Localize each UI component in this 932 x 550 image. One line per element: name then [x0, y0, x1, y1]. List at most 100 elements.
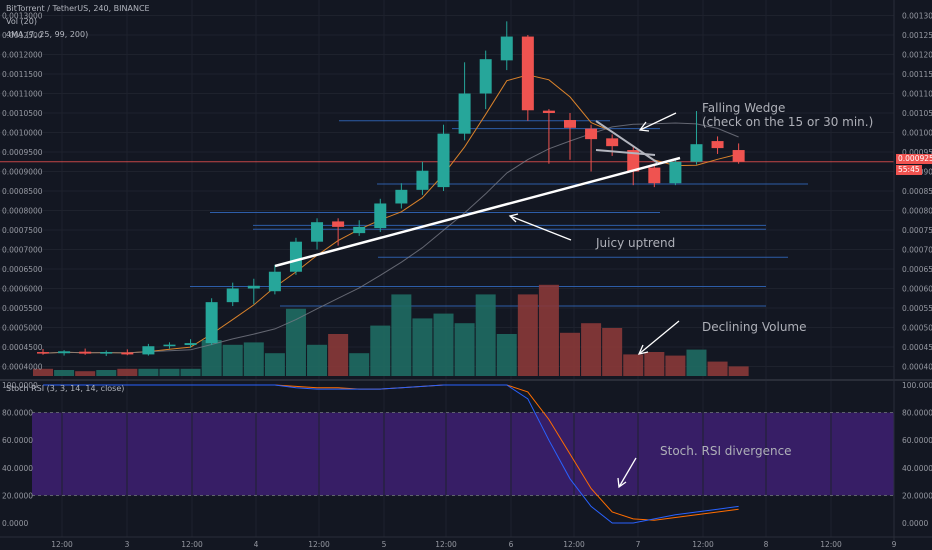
ma-legend[interactable]: 4MA (7, 25, 99, 200): [6, 30, 89, 39]
price-axis-label-left: 0.0005500: [2, 304, 43, 313]
price-axis-label-left: 0.0004500: [2, 343, 43, 352]
price-axis-label: 0.0005500: [902, 304, 932, 313]
volume-bar: [159, 368, 180, 376]
wedge-lower-line: [595, 149, 656, 156]
uptrend-line: [274, 156, 681, 268]
candle-body: [79, 351, 92, 354]
candle-body: [711, 141, 724, 149]
stoch-axis-label-left: 20.0000: [2, 491, 33, 500]
candle-body: [268, 271, 281, 292]
price-axis-label-left: 0.0009000: [2, 168, 43, 177]
stoch-axis-label-left: 0.0000: [2, 519, 28, 528]
time-axis-label: 12:00: [51, 540, 73, 549]
price-axis-label-left: 0.0011500: [2, 70, 43, 79]
volume-bar: [264, 353, 285, 376]
price-axis-label-left: 0.0012000: [2, 51, 43, 60]
volume-bar: [33, 368, 53, 376]
price-axis-label: 0.0006500: [902, 265, 932, 274]
price-axis-label-left: 0.0007500: [2, 226, 43, 235]
stoch-axis-label: 20.0000: [902, 491, 932, 500]
candle-body: [121, 352, 134, 355]
volume-bar: [117, 368, 138, 376]
volume-bar: [686, 349, 707, 376]
price-axis-label-left: 0.0004000: [2, 363, 43, 372]
volume-bar: [307, 344, 328, 376]
price-axis-label-left: 0.0013000: [2, 12, 43, 21]
volume-bar: [370, 325, 391, 376]
ma-slow-line: [42, 122, 739, 354]
candle-body: [669, 161, 682, 184]
stoch-rsi-band: [32, 412, 894, 496]
candle-body: [226, 288, 239, 303]
volume-bar: [391, 294, 412, 376]
arrow-stoch: [618, 457, 637, 488]
candle-body: [564, 120, 576, 128]
arrow-falling-wedge-head: [638, 121, 650, 132]
candle-body: [437, 133, 450, 188]
candle-body: [58, 351, 71, 354]
price-axis-label: 0.0013000: [902, 12, 932, 21]
candle-body: [100, 352, 113, 354]
price-axis-label: 0.0012000: [902, 51, 932, 60]
stoch-rsi-lines: [43, 384, 739, 524]
volume-legend[interactable]: Vol (20): [6, 17, 37, 26]
candle-body: [416, 170, 429, 190]
volume-bar: [433, 313, 454, 376]
volume-bar: [349, 353, 370, 376]
price-axis-label: 0.0009500: [902, 148, 932, 157]
arrow-falling-wedge: [639, 112, 677, 131]
stoch-axis-label: 0.0000: [902, 519, 928, 528]
price-axis-label: 0.0010000: [902, 129, 932, 138]
price-axis-label: 0.0010500: [902, 109, 932, 118]
volume-bar: [201, 340, 222, 376]
volume-bar: [54, 370, 75, 376]
arrow-stoch-head: [617, 477, 627, 489]
volume-bar: [475, 294, 496, 376]
volume-bar: [538, 284, 559, 376]
arrow-volume-head: [637, 344, 649, 355]
price-axis-label: 0.0011500: [902, 70, 932, 79]
volume-bar: [602, 328, 623, 376]
volume-bar: [581, 323, 602, 376]
stoch-axis-label-left: 80.0000: [2, 409, 33, 418]
volume-bar: [517, 294, 538, 376]
time-axis-label: 12:00: [692, 540, 714, 549]
candlesticks: [37, 21, 745, 356]
price-axis-label-left: 0.0006000: [2, 285, 43, 294]
time-axis-label: 3: [125, 540, 130, 549]
arrow-uptrend: [509, 215, 572, 241]
price-axis-label-left: 0.0008000: [2, 207, 43, 216]
price-axis-label-left: 0.0010000: [2, 129, 43, 138]
candle-body: [606, 138, 619, 147]
volume-bar: [243, 342, 264, 376]
candle-body: [395, 189, 408, 204]
volume-bar: [454, 323, 475, 376]
stoch-rsi-legend[interactable]: Stoch RSI (3, 3, 14, 14, close): [6, 384, 125, 393]
trend-drawings: [274, 120, 681, 268]
stoch-axis-label: 60.0000: [902, 436, 932, 445]
candle-body: [184, 343, 197, 346]
candle-body: [163, 344, 176, 347]
candle-body: [479, 59, 492, 94]
candle-body: [521, 36, 534, 111]
candle-body: [648, 167, 661, 184]
volume-bar: [412, 318, 433, 376]
price-axis-label-left: 0.0012500: [2, 31, 43, 40]
volume-bar: [665, 355, 686, 376]
price-axis-label: 0.0005000: [902, 324, 932, 333]
volume-bar: [138, 368, 159, 376]
symbol-title[interactable]: BitTorrent / TetherUS, 240, BINANCE: [6, 4, 150, 13]
price-axis-label: 0.0007000: [902, 246, 932, 255]
price-axis-label-left: 0.0005000: [2, 324, 43, 333]
time-axis-label: 12:00: [563, 540, 585, 549]
arrow-uptrend-head: [508, 213, 519, 223]
candle-body: [542, 110, 555, 113]
volume-bar: [75, 371, 96, 376]
time-axis-label: 5: [382, 540, 387, 549]
candle-body: [311, 222, 324, 242]
annotation-stoch-divergence: Stoch. RSI divergence: [660, 444, 792, 458]
volume-bar: [707, 361, 728, 376]
candle-body: [627, 150, 640, 172]
price-axis-label-left: 0.0007000: [2, 246, 43, 255]
